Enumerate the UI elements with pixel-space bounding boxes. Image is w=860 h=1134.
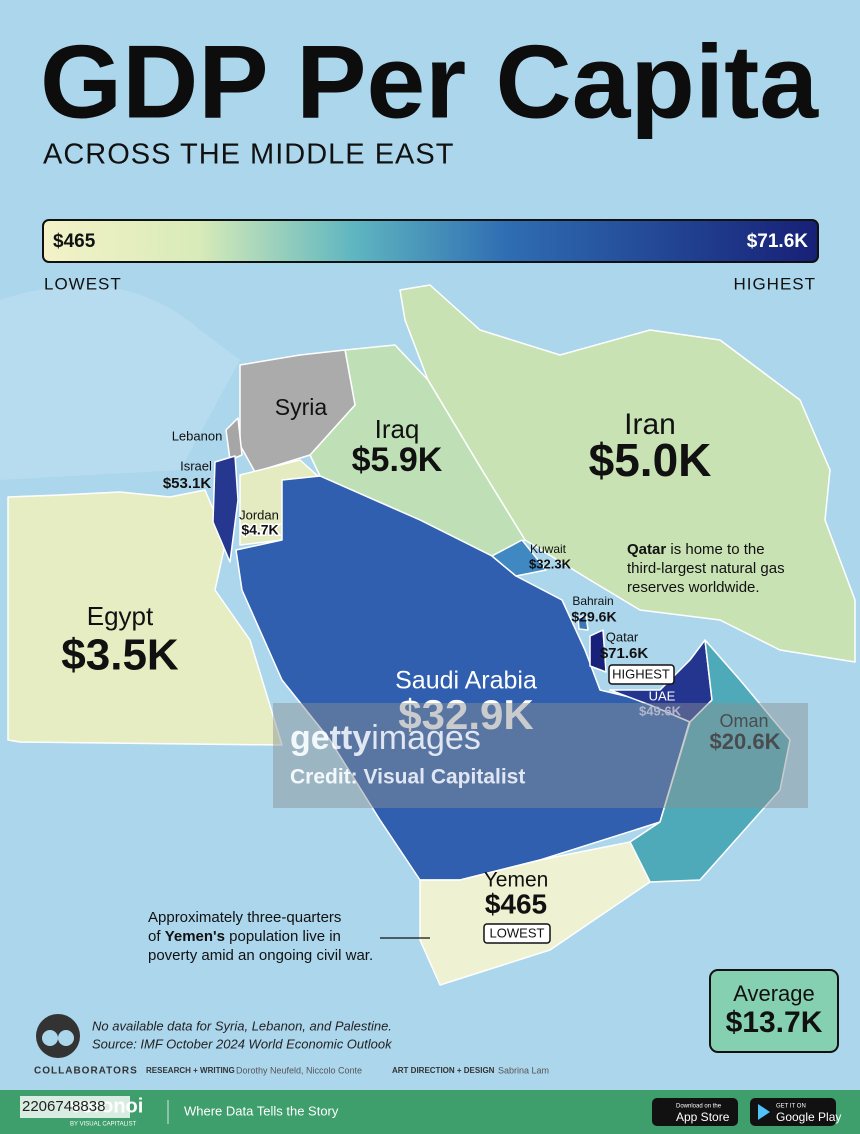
country-name: Jordan — [239, 507, 279, 522]
credits-role: RESEARCH + WRITING — [146, 1066, 235, 1075]
lowest-tag: LOWEST — [490, 925, 545, 940]
play-icon — [758, 1104, 770, 1120]
legend-min: $465 — [53, 231, 96, 252]
yemen-shape — [419, 841, 651, 986]
note-text: is home to the — [666, 541, 764, 558]
credits-role: ART DIRECTION + DESIGN — [392, 1066, 495, 1075]
map — [7, 284, 856, 986]
country-name: UAE — [649, 688, 676, 703]
country-name: Qatar — [606, 629, 639, 644]
bahrain-shape — [577, 615, 589, 631]
country-value: $53.1K — [163, 475, 212, 492]
note-text: poverty amid an ongoing civil war. — [148, 947, 373, 964]
country-name: Syria — [275, 394, 328, 420]
note-text: population live in — [225, 928, 341, 945]
average-value: $13.7K — [726, 1006, 823, 1039]
country-name: Kuwait — [530, 542, 567, 556]
app-store-label: App Store — [676, 1110, 730, 1124]
note-text: reserves worldwide. — [627, 579, 760, 596]
qatar-note: Qatar is home to the third-largest natura… — [627, 541, 785, 596]
note-text: Qatar — [627, 541, 666, 558]
title: GDP Per Capita — [40, 24, 819, 140]
kuwait-shape — [491, 539, 547, 577]
country-name: Oman — [719, 711, 768, 731]
country-value: $5.0K — [589, 434, 712, 486]
note-text: Yemen's — [165, 928, 225, 945]
credits-names: Dorothy Neufeld, Niccolo Conte — [236, 1065, 362, 1075]
watermark-id-box — [20, 1096, 130, 1118]
country-value: $71.6K — [600, 645, 649, 662]
app-store-small: Download on the — [676, 1104, 722, 1110]
sea-shade — [0, 285, 240, 480]
footer-tagline: Where Data Tells the Story — [184, 1103, 339, 1118]
country-name: Israel — [180, 458, 212, 473]
tag-box — [608, 664, 675, 685]
note-text: of — [148, 928, 165, 945]
credits-names: Sabrina Lam — [498, 1065, 549, 1075]
note-line: poverty amid an ongoing civil war. — [148, 947, 373, 964]
average-label: Average — [733, 981, 815, 1006]
country-name: Iran — [624, 408, 676, 441]
country-name: Saudi Arabia — [395, 667, 537, 695]
tag-box — [483, 923, 551, 944]
note-text: third-largest natural gas — [627, 560, 785, 577]
country-value: $465 — [485, 888, 547, 919]
source-note: Source: IMF October 2024 World Economic … — [92, 1036, 393, 1051]
logo-icon — [36, 1014, 80, 1058]
qatar-shape — [589, 629, 607, 673]
watermark: gettyimages Credit: Visual Capitalist — [273, 703, 808, 808]
country-name: Egypt — [87, 601, 154, 631]
subtitle: ACROSS THE MIDDLE EAST — [43, 139, 454, 171]
syria-shape — [239, 349, 356, 473]
country-name: Bahrain — [572, 594, 613, 608]
note-line: reserves worldwide. — [627, 579, 760, 596]
country-value: $5.9K — [352, 441, 443, 479]
watermark-logo: images — [371, 719, 481, 757]
google-small: GET IT ON — [776, 1104, 806, 1110]
legend-high: HIGHEST — [733, 274, 816, 293]
yemen-note: Approximately three-quarters of Yemen's p… — [148, 909, 373, 964]
country-value: $20.6K — [710, 729, 781, 754]
watermark-id: 2206748838 — [22, 1098, 105, 1115]
note-line: third-largest natural gas — [627, 560, 785, 577]
footer-by: BY VISUAL CAPITALIST — [70, 1122, 137, 1128]
country-name: Iraq — [375, 414, 420, 444]
legend-max: $71.6K — [747, 231, 809, 252]
egypt-shape — [7, 489, 283, 746]
note-line: Qatar is home to the — [627, 541, 765, 558]
country-name: Lebanon — [172, 428, 223, 443]
labels: Iran $5.0K Iraq $5.9K Syria Lebanon Isra… — [61, 394, 781, 944]
country-value: $49.6K — [639, 703, 682, 718]
app-store-button[interactable] — [652, 1098, 738, 1126]
highest-tag: HIGHEST — [612, 666, 670, 681]
lebanon-shape — [225, 417, 243, 461]
country-value: $32.3K — [529, 556, 572, 571]
country-value: $3.5K — [61, 631, 179, 680]
watermark-logo: getty — [290, 719, 371, 757]
country-value: $29.6K — [571, 609, 616, 625]
legend-low: LOWEST — [44, 274, 122, 293]
country-value: $4.7K — [241, 522, 278, 538]
country-name: Yemen — [484, 869, 549, 892]
google-play-button[interactable] — [750, 1098, 836, 1126]
note-text: Approximately three-quarters — [148, 909, 341, 926]
google-label: Google Play — [776, 1110, 841, 1124]
israel-shape — [212, 455, 239, 563]
country-value: $32.9K — [398, 691, 533, 738]
svg-text:gettyimages: gettyimages — [290, 719, 481, 757]
source-note: No available data for Syria, Lebanon, an… — [92, 1018, 392, 1033]
average-box — [709, 969, 839, 1053]
credits-heading: COLLABORATORS — [34, 1066, 138, 1077]
legend-bar — [42, 219, 819, 263]
note-line: of Yemen's population live in — [148, 928, 341, 945]
note-line: Approximately three-quarters — [148, 909, 341, 926]
watermark-credit: Credit: Visual Capitalist — [290, 766, 525, 789]
